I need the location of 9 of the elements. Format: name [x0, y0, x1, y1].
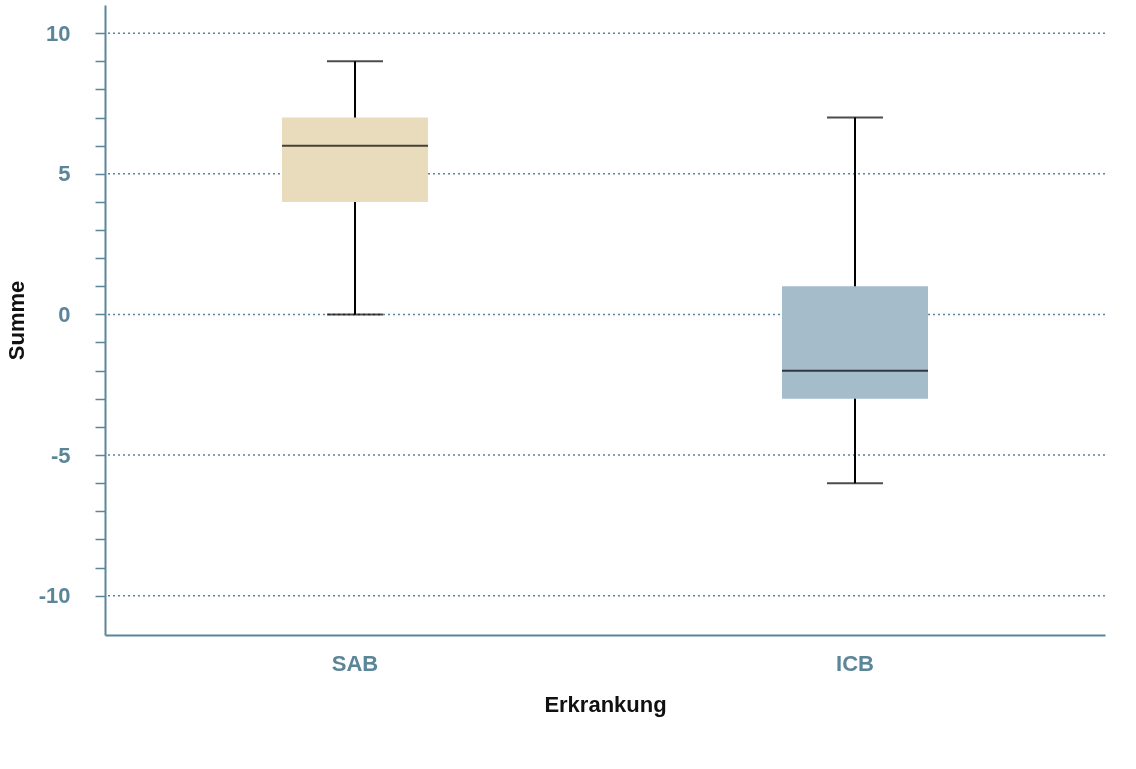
x-tick-label: ICB — [836, 650, 874, 676]
y-tick-label: 5 — [58, 161, 71, 187]
x-axis-title: Erkrankung — [544, 691, 667, 717]
x-tick-label: SAB — [331, 650, 379, 676]
y-tick-label: 0 — [58, 301, 71, 327]
y-tick-label: 10 — [46, 20, 71, 46]
y-tick-label: -5 — [50, 442, 71, 468]
y-tick-label: -10 — [38, 583, 71, 609]
y-axis-title: Summe — [3, 280, 29, 361]
